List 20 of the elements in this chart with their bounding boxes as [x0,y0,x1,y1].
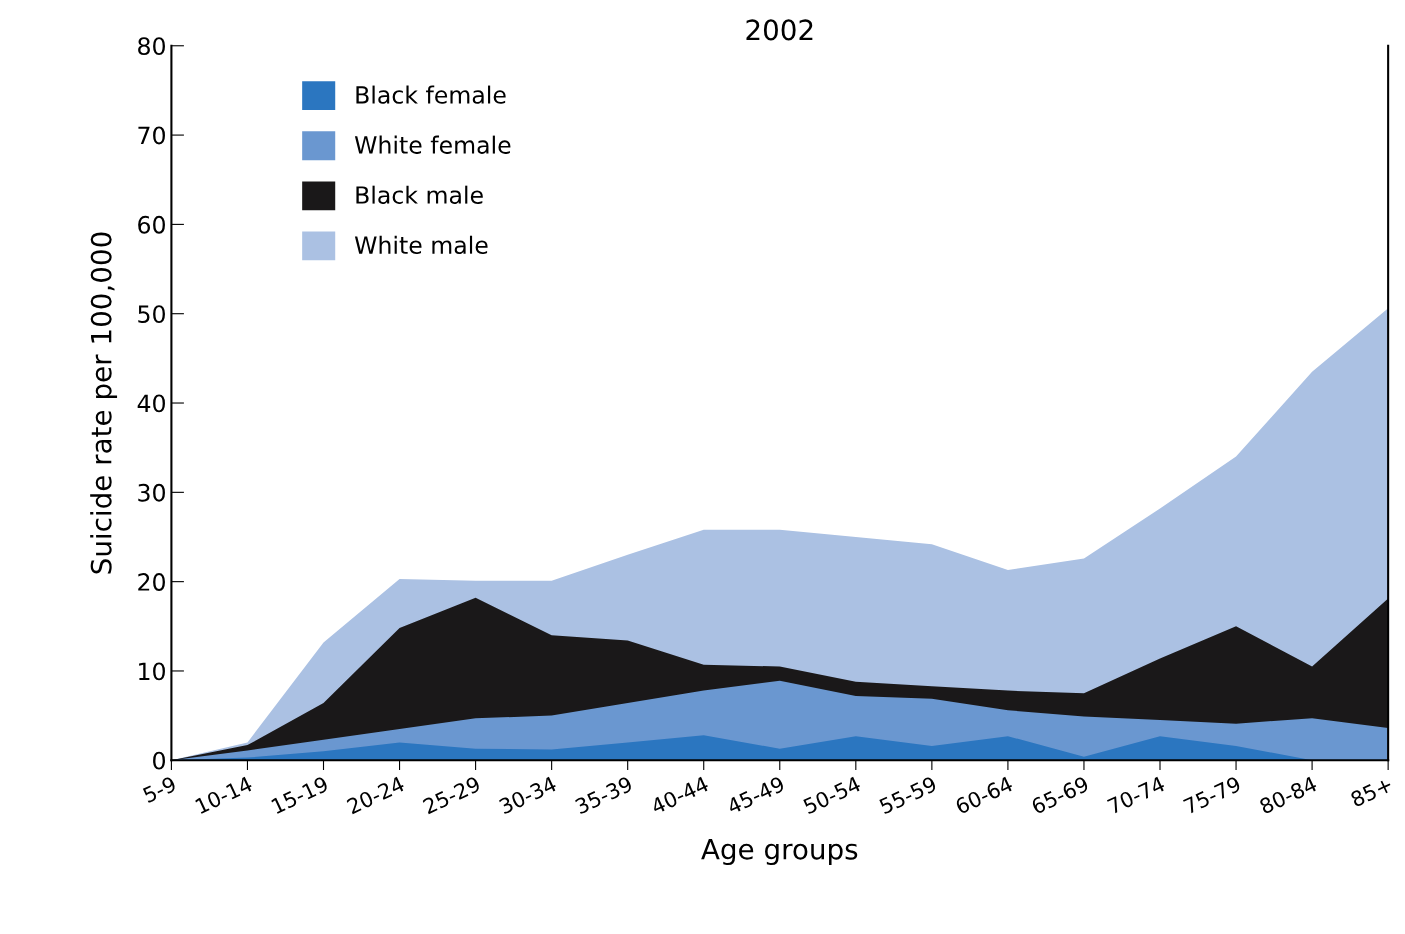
y-tick-label: 20 [138,573,165,591]
y-tick-label: 40 [137,394,165,413]
y-tick-label: 30 [138,483,165,502]
chart-title: 2002 [746,19,813,41]
legend-label: Black female [356,85,506,104]
y-tick-label: 70 [138,126,165,145]
x-tick-label: 40-44 [649,775,710,815]
y-tick-label: 50 [138,305,165,324]
x-tick-label: 5-9 [142,775,177,804]
x-tick-label: 45-49 [725,775,786,815]
legend-label: White male [354,235,488,254]
y-tick-label: 10 [139,662,165,681]
x-tick-label: 85+ [1349,776,1393,808]
y-tick-label: 0 [153,751,165,770]
y-axis-title: Suicide rate per 100,000 [90,232,118,574]
y-tick-label: 60 [138,215,165,234]
legend-label: White female [354,135,511,154]
y-tick-label: 80 [138,37,165,56]
x-axis-title: Age groups [701,839,858,866]
legend-label: Black male [356,185,483,204]
